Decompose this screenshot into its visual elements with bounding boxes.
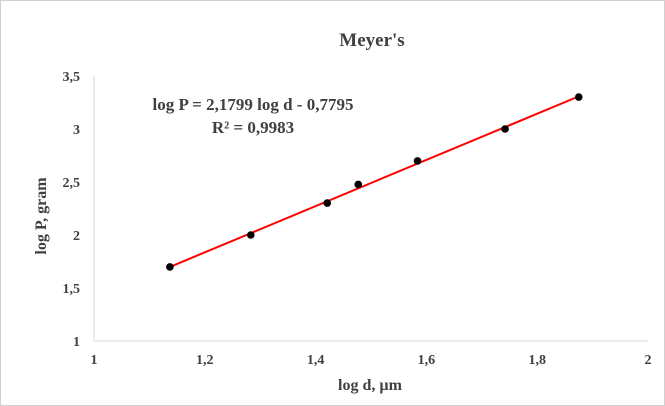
y-tick-label: 1,5 <box>63 282 81 297</box>
r-squared-label: R² = 0,9983 <box>212 118 294 137</box>
y-tick-label: 2 <box>73 229 80 244</box>
data-point <box>246 231 255 239</box>
y-tick-labels: 1 1,5 2 2,5 3 3,5 <box>63 70 81 350</box>
x-tick-label: 2 <box>645 353 652 368</box>
data-point <box>323 199 332 207</box>
x-tick-label: 1 <box>91 353 98 368</box>
trendline <box>169 95 580 268</box>
x-tick-label: 1,6 <box>418 353 436 368</box>
x-axis-title: log d, µm <box>338 377 403 394</box>
y-axis-title: log P, gram <box>33 177 50 255</box>
x-tick-label: 1,8 <box>528 353 546 368</box>
data-point <box>354 180 363 189</box>
data-point <box>166 263 174 271</box>
trendline-equation: log P = 2,1799 log d - 0,7795 <box>153 95 354 114</box>
x-tick-label: 1,4 <box>307 353 325 368</box>
y-tick-label: 3,5 <box>63 70 81 85</box>
chart-title: Meyer's <box>339 30 404 51</box>
x-tick-label: 1,2 <box>196 353 214 368</box>
data-point <box>501 125 509 133</box>
data-point <box>574 93 583 101</box>
y-tick-label: 3 <box>73 123 80 138</box>
data-points <box>166 93 583 271</box>
data-point <box>413 157 422 165</box>
y-tick-label: 1 <box>73 335 80 350</box>
x-tick-labels: 1 1,2 1,4 1,6 1,8 2 <box>91 353 652 368</box>
y-tick-label: 2,5 <box>63 176 81 191</box>
